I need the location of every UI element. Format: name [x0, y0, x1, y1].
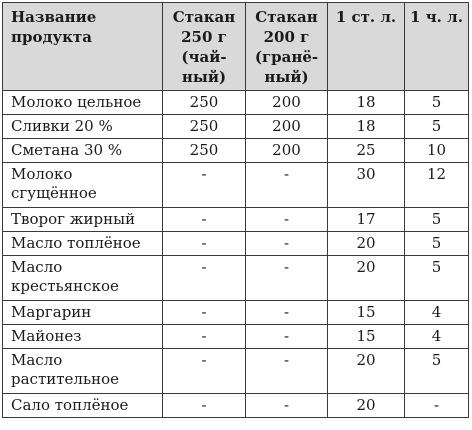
- glass-250-cell: -: [162, 162, 246, 208]
- measures-table: Название продукта Стакан 250 г (чай-ный)…: [2, 2, 469, 418]
- tablespoon-cell: 20: [327, 231, 405, 256]
- glass-200-cell: 200: [245, 90, 328, 115]
- header-glass-250: Стакан 250 г (чай-ный): [162, 2, 246, 91]
- table-row: Масло растительное - - 20 5: [2, 348, 469, 394]
- glass-200-cell: -: [245, 162, 328, 208]
- glass-200-cell: -: [245, 393, 328, 418]
- glass-250-cell: -: [162, 393, 246, 418]
- product-name-cell: Майонез: [2, 324, 163, 349]
- product-name-cell: Маргарин: [2, 300, 163, 325]
- teaspoon-cell: 10: [404, 138, 469, 163]
- teaspoon-cell: 5: [404, 255, 469, 301]
- glass-250-cell: -: [162, 231, 246, 256]
- tablespoon-cell: 25: [327, 138, 405, 163]
- product-name-cell: Молоко цельное: [2, 90, 163, 115]
- product-name-cell: Молоко сгущённое: [2, 162, 163, 208]
- table-row: Творог жирный - - 17 5: [2, 207, 469, 232]
- tablespoon-cell: 20: [327, 255, 405, 301]
- product-name-cell: Творог жирный: [2, 207, 163, 232]
- glass-250-cell: -: [162, 255, 246, 301]
- header-tablespoon: 1 ст. л.: [327, 2, 405, 91]
- product-name-cell: Масло растительное: [2, 348, 163, 394]
- table-row: Сливки 20 % 250 200 18 5: [2, 114, 469, 139]
- teaspoon-cell: 4: [404, 324, 469, 349]
- teaspoon-cell: 5: [404, 207, 469, 232]
- table-row: Майонез - - 15 4: [2, 324, 469, 349]
- glass-200-cell: -: [245, 300, 328, 325]
- teaspoon-cell: 5: [404, 114, 469, 139]
- glass-250-cell: -: [162, 324, 246, 349]
- teaspoon-cell: 4: [404, 300, 469, 325]
- table-row: Молоко цельное 250 200 18 5: [2, 90, 469, 115]
- product-name-cell: Сметана 30 %: [2, 138, 163, 163]
- header-product-name: Название продукта: [2, 2, 163, 91]
- tablespoon-cell: 15: [327, 300, 405, 325]
- tablespoon-cell: 18: [327, 114, 405, 139]
- tablespoon-cell: 15: [327, 324, 405, 349]
- teaspoon-cell: 5: [404, 348, 469, 394]
- glass-200-cell: -: [245, 348, 328, 394]
- glass-200-cell: 200: [245, 138, 328, 163]
- header-row: Название продукта Стакан 250 г (чай-ный)…: [2, 2, 469, 91]
- header-teaspoon: 1 ч. л.: [404, 2, 469, 91]
- product-name-cell: Сало топлёное: [2, 393, 163, 418]
- glass-250-cell: 250: [162, 90, 246, 115]
- tablespoon-cell: 20: [327, 393, 405, 418]
- glass-200-cell: -: [245, 207, 328, 232]
- table-row: Маргарин - - 15 4: [2, 300, 469, 325]
- tablespoon-cell: 30: [327, 162, 405, 208]
- glass-200-cell: -: [245, 324, 328, 349]
- teaspoon-cell: 5: [404, 231, 469, 256]
- product-name-cell: Масло топлёное: [2, 231, 163, 256]
- header-glass-200: Стакан 200 г (гранё-ный): [245, 2, 328, 91]
- table-row: Сало топлёное - - 20 -: [2, 393, 469, 418]
- teaspoon-cell: 5: [404, 90, 469, 115]
- teaspoon-cell: -: [404, 393, 469, 418]
- glass-250-cell: 250: [162, 114, 246, 139]
- glass-250-cell: -: [162, 300, 246, 325]
- table-row: Молоко сгущённое - - 30 12: [2, 162, 469, 208]
- table-row: Сметана 30 % 250 200 25 10: [2, 138, 469, 163]
- glass-200-cell: -: [245, 255, 328, 301]
- tablespoon-cell: 18: [327, 90, 405, 115]
- glass-250-cell: 250: [162, 138, 246, 163]
- teaspoon-cell: 12: [404, 162, 469, 208]
- product-name-cell: Сливки 20 %: [2, 114, 163, 139]
- table-row: Масло крестьянское - - 20 5: [2, 255, 469, 301]
- glass-250-cell: -: [162, 348, 246, 394]
- tablespoon-cell: 20: [327, 348, 405, 394]
- glass-200-cell: -: [245, 231, 328, 256]
- tablespoon-cell: 17: [327, 207, 405, 232]
- glass-200-cell: 200: [245, 114, 328, 139]
- product-name-cell: Масло крестьянское: [2, 255, 163, 301]
- table-row: Масло топлёное - - 20 5: [2, 231, 469, 256]
- glass-250-cell: -: [162, 207, 246, 232]
